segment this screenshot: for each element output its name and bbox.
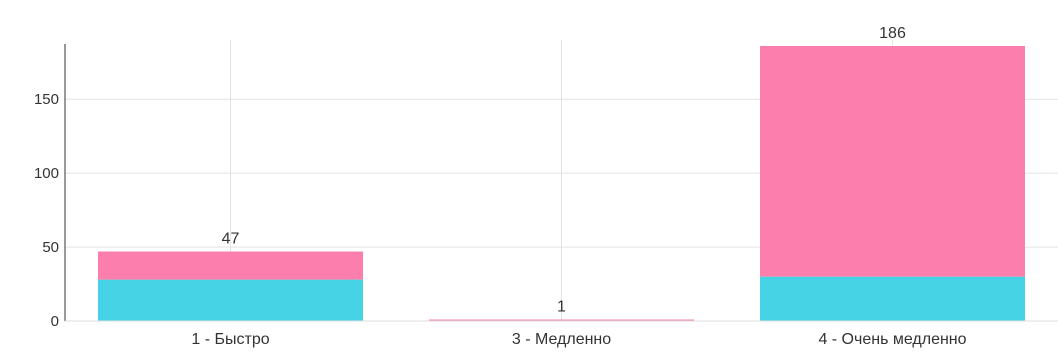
y-tick-label: 0	[51, 313, 59, 330]
bar-total-label: 47	[222, 231, 240, 248]
x-tick-label: 1 - Быстро	[191, 331, 269, 348]
bars	[98, 46, 1025, 321]
bar-segment-1[interactable]	[98, 279, 363, 321]
bar-segment-2[interactable]	[98, 251, 363, 280]
bar-segment-1[interactable]	[760, 276, 1025, 321]
labels: 0 50 100 150 1 - Быстро 47 3 - Медленно 1 4 - Оч…	[34, 25, 967, 348]
bar-segment-2[interactable]	[760, 46, 1025, 277]
bar-segment-2[interactable]	[429, 319, 694, 321]
bar-total-label: 1	[557, 299, 566, 316]
x-tick-label: 4 - Очень медленно	[818, 331, 966, 348]
y-tick-label: 150	[34, 91, 59, 108]
x-tick-label: 3 - Медленно	[512, 331, 611, 348]
y-tick-label: 100	[34, 165, 59, 182]
bar-total-label: 186	[879, 25, 906, 42]
axes	[64, 44, 1058, 322]
y-tick-label: 50	[42, 239, 59, 256]
